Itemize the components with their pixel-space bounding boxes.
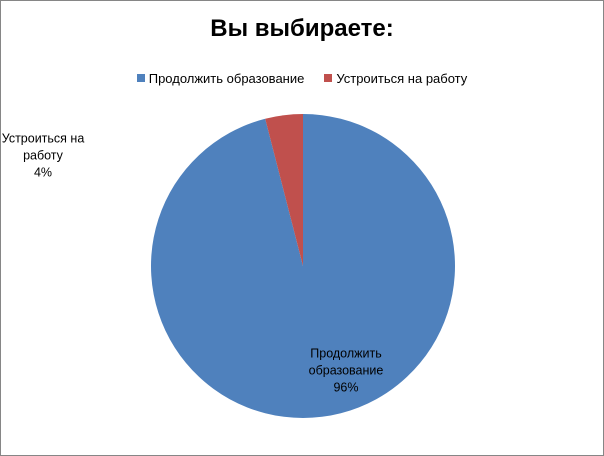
legend: Продолжить образование Устроиться на рабо…: [1, 70, 603, 86]
data-label: Устроиться на работу 4%: [1, 131, 93, 182]
pie-slice: [265, 114, 303, 266]
chart-title: Вы выбираете:: [210, 15, 394, 42]
legend-label: Устроиться на работу: [336, 70, 468, 86]
legend-key: [136, 74, 145, 82]
data-label-value: 4%: [33, 165, 53, 180]
data-label: Продолжить образование 96%: [296, 346, 396, 397]
legend-key: [324, 74, 333, 82]
data-label-value: 96%: [333, 380, 359, 395]
pie-slice: [150, 114, 455, 418]
legend-item: Продолжить образование: [136, 70, 305, 86]
data-label-category: Устроиться на работу: [1, 131, 85, 163]
legend-item: Устроиться на работу: [324, 71, 467, 86]
data-label-category: Продолжить образование: [308, 346, 384, 378]
legend-label: Продолжить образование: [148, 70, 305, 86]
